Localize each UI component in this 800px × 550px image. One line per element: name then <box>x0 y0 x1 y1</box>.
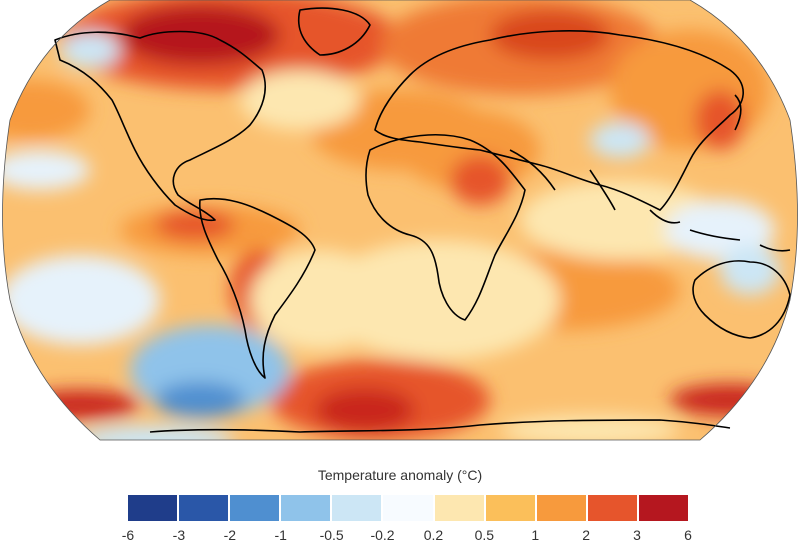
legend-tick-label: -3 <box>172 527 186 543</box>
antarctica-outline <box>149 419 731 433</box>
legend-swatch <box>434 495 484 521</box>
color-scale-ticks: -6 -3 -2 -1 -0.5 -0.2 0.2 0.5 1 2 3 6 <box>0 527 800 545</box>
legend-tick-label: -1 <box>274 527 287 543</box>
legend-tick-label: -6 <box>121 527 135 543</box>
legend-tick-label: 0.2 <box>423 527 444 543</box>
north-america-outline <box>54 30 266 222</box>
legend-swatch <box>485 495 535 521</box>
legend-swatch <box>638 495 689 521</box>
legend-swatch <box>281 495 331 521</box>
legend-tick-label: 3 <box>633 527 641 543</box>
continent-outlines <box>54 7 791 433</box>
legend-tick-label: 0.5 <box>474 527 495 543</box>
legend-swatch <box>587 495 637 521</box>
legend-swatch <box>332 495 382 521</box>
legend-tick-label: 1 <box>531 527 540 543</box>
south-america-outline <box>198 197 316 379</box>
legend-tick-label: -2 <box>223 527 237 543</box>
legend-swatch <box>179 495 229 521</box>
legend-tick-label: -0.2 <box>370 527 395 543</box>
globe-outline <box>2 0 798 441</box>
globe-background <box>2 0 798 440</box>
legend-swatch <box>128 495 178 521</box>
legend-title: Temperature anomaly (°C) <box>317 467 483 483</box>
legend-swatch <box>536 495 586 521</box>
legend-swatch <box>230 495 280 521</box>
africa-outline <box>365 134 526 321</box>
legend-swatch <box>383 495 433 521</box>
japan-outline <box>734 94 742 131</box>
southeast-asia-islands-outline <box>649 209 791 252</box>
arabia-india-outline <box>509 149 616 211</box>
australia-outline <box>692 260 791 339</box>
legend-tick-label: -0.5 <box>319 527 344 543</box>
legend-tick-label: 2 <box>582 527 591 543</box>
greenland-outline <box>298 7 371 56</box>
legend-tick-label: 6 <box>684 527 692 543</box>
color-scale-bar <box>128 495 689 521</box>
temperature-anomaly-map <box>2 0 798 441</box>
eurasia-outline <box>374 30 744 211</box>
